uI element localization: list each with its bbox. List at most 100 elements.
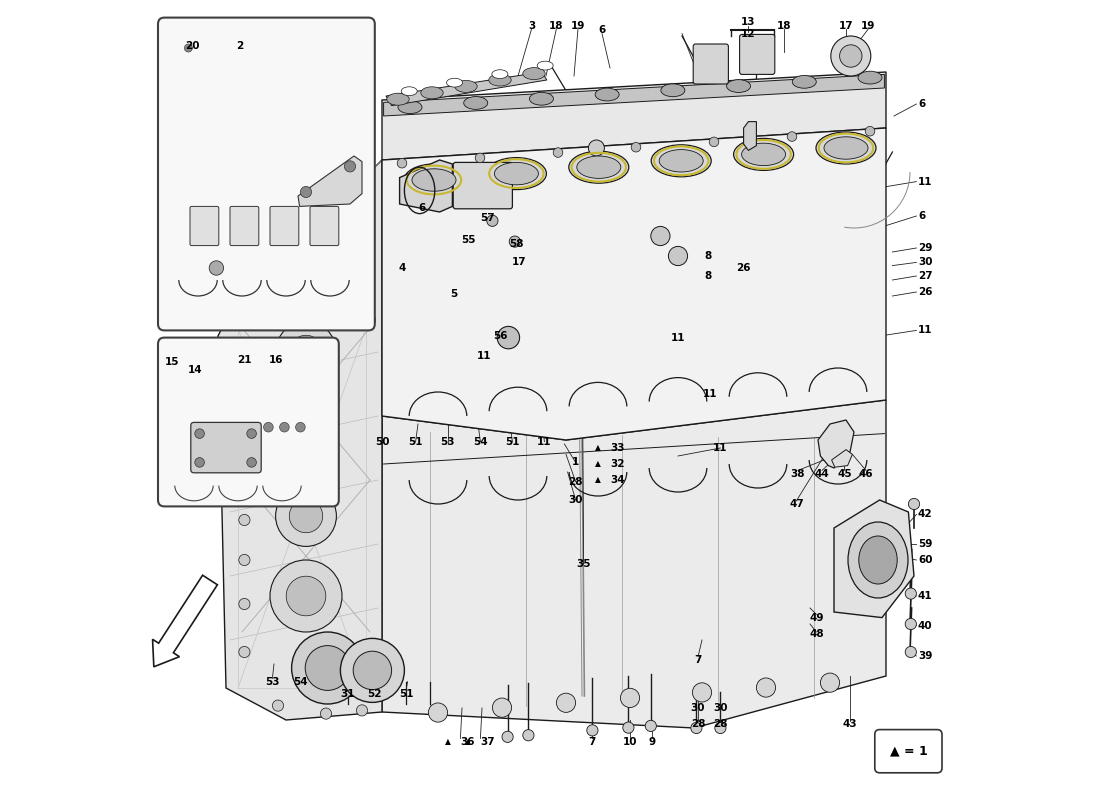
Text: 30: 30 (691, 703, 705, 713)
Text: 13: 13 (741, 18, 756, 27)
Circle shape (691, 722, 702, 734)
Ellipse shape (734, 138, 793, 170)
Text: 14: 14 (188, 366, 202, 375)
Circle shape (286, 576, 326, 616)
Ellipse shape (537, 61, 553, 70)
Ellipse shape (816, 132, 876, 164)
Text: 26: 26 (736, 263, 751, 273)
Text: 48: 48 (810, 630, 824, 639)
Circle shape (289, 415, 322, 449)
Polygon shape (384, 74, 884, 116)
Circle shape (264, 422, 273, 432)
Ellipse shape (486, 158, 547, 190)
Circle shape (239, 554, 250, 566)
Circle shape (428, 703, 448, 722)
Circle shape (588, 140, 604, 156)
Text: 11: 11 (703, 390, 717, 399)
Ellipse shape (859, 536, 898, 584)
Text: 58: 58 (509, 239, 524, 249)
Text: 1: 1 (572, 458, 580, 467)
Circle shape (692, 683, 712, 702)
Circle shape (285, 298, 296, 310)
Circle shape (239, 354, 250, 366)
Text: 8: 8 (705, 271, 712, 281)
Circle shape (866, 126, 874, 136)
Text: 55: 55 (461, 235, 475, 245)
Circle shape (292, 632, 364, 704)
Circle shape (209, 261, 223, 275)
Circle shape (905, 618, 916, 630)
Text: 51: 51 (398, 689, 414, 698)
Polygon shape (399, 160, 452, 212)
FancyBboxPatch shape (310, 206, 339, 246)
Polygon shape (382, 72, 886, 160)
Ellipse shape (741, 143, 785, 166)
Circle shape (344, 161, 355, 172)
Text: 7: 7 (694, 655, 702, 665)
Text: 29: 29 (918, 243, 933, 253)
Circle shape (364, 314, 375, 326)
Ellipse shape (595, 88, 619, 101)
Circle shape (557, 693, 575, 712)
Circle shape (239, 434, 250, 446)
FancyBboxPatch shape (230, 206, 258, 246)
Ellipse shape (661, 84, 685, 97)
Text: 18: 18 (549, 21, 563, 30)
Text: 53: 53 (440, 437, 455, 446)
Circle shape (788, 132, 796, 142)
Circle shape (620, 688, 639, 707)
Ellipse shape (824, 137, 868, 159)
Text: 21: 21 (238, 355, 252, 365)
Text: 11: 11 (477, 351, 492, 361)
Circle shape (710, 137, 718, 146)
Text: 54: 54 (293, 677, 308, 686)
Text: 18: 18 (777, 21, 791, 30)
Circle shape (273, 700, 284, 711)
Text: 36: 36 (461, 737, 475, 746)
Text: 11: 11 (918, 326, 933, 335)
Text: 6: 6 (418, 203, 426, 213)
Text: ▲: ▲ (594, 475, 601, 485)
Circle shape (497, 326, 519, 349)
Text: 52: 52 (366, 689, 382, 698)
Circle shape (353, 651, 392, 690)
Circle shape (821, 673, 839, 692)
Text: 6: 6 (918, 99, 925, 109)
Text: 16: 16 (268, 355, 283, 365)
Circle shape (239, 474, 250, 486)
Polygon shape (218, 160, 382, 720)
Ellipse shape (651, 145, 712, 177)
Circle shape (289, 335, 322, 369)
Text: 9: 9 (648, 737, 656, 746)
Text: 11: 11 (671, 333, 685, 342)
Text: 57: 57 (481, 213, 495, 222)
Ellipse shape (387, 94, 409, 106)
Text: 11: 11 (713, 443, 728, 453)
Text: 6: 6 (918, 211, 925, 221)
Circle shape (909, 498, 920, 510)
FancyBboxPatch shape (693, 44, 728, 84)
Circle shape (195, 458, 205, 467)
Text: 6: 6 (598, 26, 606, 35)
Ellipse shape (492, 70, 508, 78)
Text: 53: 53 (265, 677, 279, 686)
Polygon shape (386, 72, 547, 106)
Text: 38: 38 (791, 469, 805, 478)
Text: 35: 35 (576, 559, 591, 569)
Circle shape (509, 236, 520, 247)
Circle shape (279, 422, 289, 432)
Circle shape (493, 698, 512, 718)
FancyBboxPatch shape (270, 206, 299, 246)
Text: 2: 2 (236, 41, 243, 50)
Ellipse shape (464, 97, 487, 110)
Text: 30: 30 (569, 495, 583, 505)
Ellipse shape (792, 75, 816, 88)
Circle shape (246, 458, 256, 467)
Text: 3: 3 (528, 21, 536, 30)
Circle shape (296, 422, 305, 432)
FancyBboxPatch shape (158, 338, 339, 506)
Ellipse shape (522, 68, 546, 80)
Text: ▲: ▲ (465, 737, 471, 746)
Circle shape (329, 306, 340, 318)
Text: 15: 15 (165, 358, 179, 367)
